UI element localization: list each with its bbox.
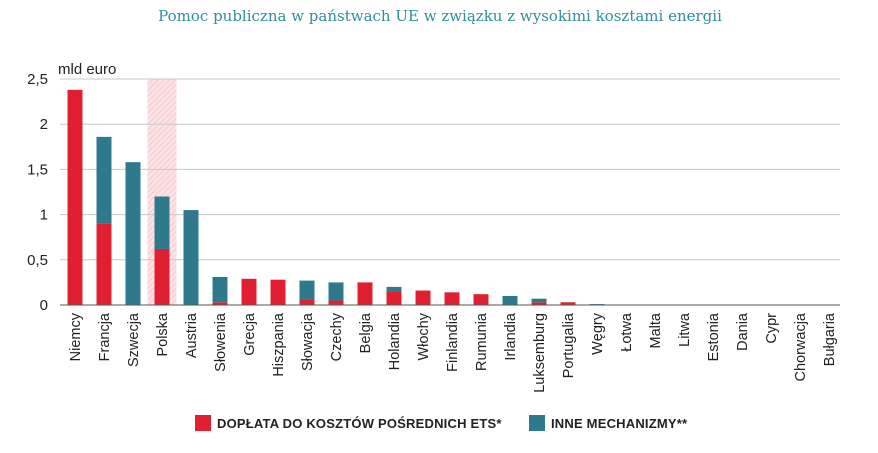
x-category-label: Belgia (358, 312, 374, 353)
bar-ets (154, 248, 170, 305)
bar-ets (415, 290, 431, 305)
x-category-label: Hiszpania (271, 312, 287, 377)
y-tick-label: 2,5 (27, 71, 48, 88)
x-category-label: Luksemburg (532, 313, 548, 393)
bar-inne (386, 286, 402, 292)
x-category-label: Bułgaria (822, 312, 838, 366)
bar-ets (270, 279, 286, 305)
x-category-label: Węgry (590, 312, 606, 355)
x-category-label: Niemcy (68, 312, 84, 361)
x-category-label: Grecja (242, 312, 258, 356)
y-tick-label: 1 (40, 207, 48, 224)
bar-inne (212, 276, 228, 303)
bar-inne (328, 282, 344, 301)
legend-swatch-ets (195, 415, 211, 431)
gridlines (60, 78, 840, 261)
bar-ets (67, 89, 83, 306)
x-category-label: Dania (735, 312, 751, 351)
x-category-label: Słowenia (213, 312, 229, 372)
bar-ets (560, 302, 576, 305)
x-category-label: Litwa (677, 312, 693, 347)
x-category-label: Polska (155, 312, 171, 356)
bar-ets (473, 294, 489, 305)
y-tick-label: 0 (40, 297, 48, 314)
x-category-label: Łotwa (619, 312, 635, 352)
chart-title: Pomoc publiczna w państwach UE w związku… (158, 7, 722, 25)
bar-ets (212, 302, 228, 305)
x-category-label: Francja (97, 312, 113, 361)
bar-inne (531, 298, 547, 303)
x-category-label: Estonia (706, 312, 722, 361)
bar-ets (531, 302, 547, 305)
y-tick-label: 1,5 (27, 161, 48, 178)
y-tick-label: 0,5 (27, 252, 48, 269)
x-category-label: Szwecja (126, 312, 142, 367)
bar-inne (96, 136, 112, 224)
y-tick-label: 2 (40, 116, 48, 133)
x-axis-labels: Niemcy Francja Szwecja Polska Austria Słoweni… (68, 312, 838, 393)
bar-ets (299, 299, 315, 305)
legend-label-ets: DOPŁATA DO KOSZTÓW POŚREDNICH ETS* (217, 416, 502, 431)
bar-inne (125, 162, 141, 305)
bar-ets (241, 278, 257, 305)
legend-swatch-inne (529, 415, 545, 431)
x-category-label: Finlandia (445, 312, 461, 372)
legend: DOPŁATA DO KOSZTÓW POŚREDNICH ETS* INNE … (195, 415, 688, 431)
bar-ets (357, 282, 373, 305)
x-category-label: Słowacja (300, 312, 316, 371)
x-category-label: Holandia (387, 312, 403, 370)
bar-inne (154, 196, 170, 249)
bar-inne (183, 210, 199, 305)
x-category-label: Malta (648, 312, 664, 348)
x-category-label: Włochy (416, 312, 432, 360)
y-axis-ticks: 0 0,5 1 1,5 2 2,5 (27, 71, 48, 314)
bars (67, 89, 605, 306)
x-category-label: Czechy (329, 312, 345, 361)
x-category-label: Austria (184, 312, 200, 358)
bar-ets (386, 291, 402, 305)
y-axis-unit-label: mld euro (58, 61, 116, 78)
legend-label-inne: INNE MECHANIZMY** (551, 416, 688, 431)
bar-ets (96, 223, 112, 305)
x-category-label: Portugalia (561, 312, 577, 378)
x-category-label: Irlandia (503, 312, 519, 360)
bar-inne (299, 280, 315, 300)
bar-inne (502, 295, 518, 305)
x-category-label: Rumunia (474, 312, 490, 371)
bar-ets (444, 292, 460, 305)
x-category-label: Cypr (764, 313, 780, 344)
x-category-label: Chorwacja (793, 312, 809, 381)
bar-ets (328, 300, 344, 305)
